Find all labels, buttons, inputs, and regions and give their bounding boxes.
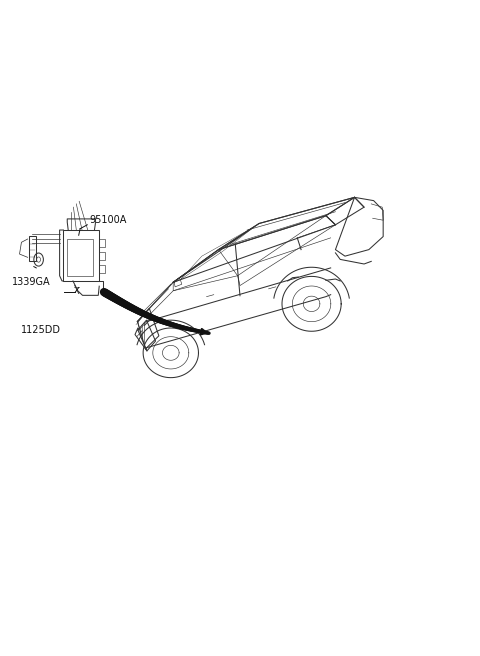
- Bar: [99, 264, 105, 273]
- Bar: [99, 251, 105, 260]
- Text: 1125DD: 1125DD: [22, 325, 61, 335]
- Bar: [29, 236, 36, 260]
- Text: 95100A: 95100A: [90, 215, 127, 225]
- Bar: [99, 239, 105, 247]
- Bar: [63, 230, 99, 281]
- Bar: [67, 239, 93, 276]
- Text: 1339GA: 1339GA: [12, 277, 50, 287]
